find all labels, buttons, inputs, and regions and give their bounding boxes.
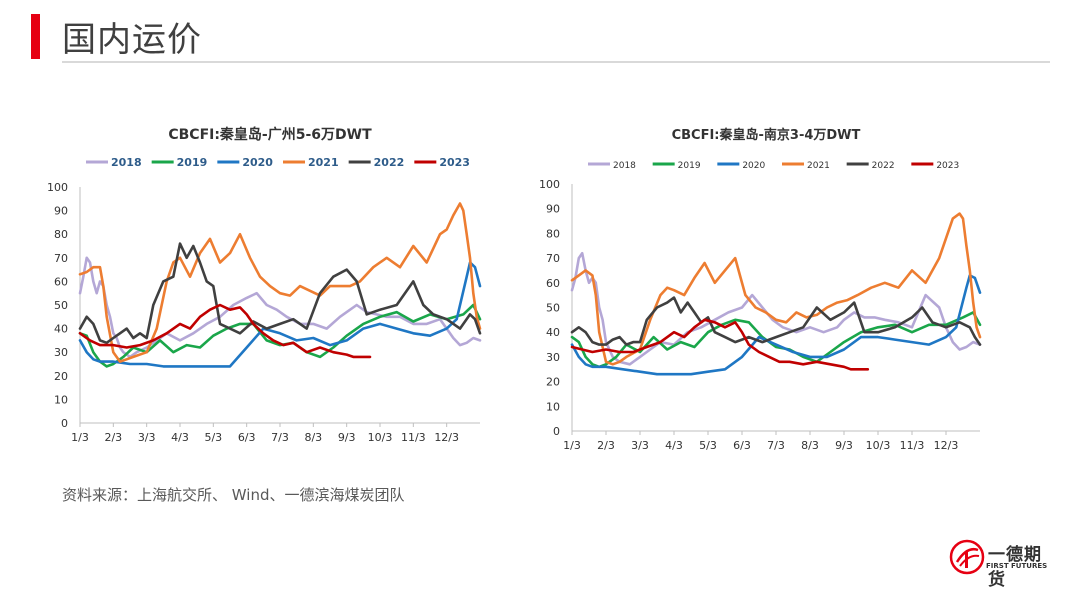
y-tick-label: 90 <box>546 203 560 216</box>
y-tick-label: 70 <box>54 252 68 265</box>
x-tick-label: 12/3 <box>934 439 959 450</box>
series-line-2020 <box>78 261 482 368</box>
series-line-2020 <box>570 274 982 376</box>
legend-label-2020: 2020 <box>242 156 273 169</box>
x-tick-label: 1/3 <box>563 439 581 450</box>
x-tick-label: 9/3 <box>835 439 853 450</box>
x-tick-label: 12/3 <box>434 431 459 444</box>
title-accent-bar <box>31 14 40 59</box>
title-divider <box>62 61 1050 63</box>
x-tick-label: 3/3 <box>138 431 156 444</box>
series-line-2021 <box>570 212 982 366</box>
legend-label-2022: 2022 <box>374 156 405 169</box>
chart-qhd-guangzhou: CBCFI:秦皇岛-广州5-6万DWT 2018 2019 2020 2021 2022… <box>40 118 500 450</box>
series-line-2018 <box>78 256 482 359</box>
x-tick-label: 10/3 <box>368 431 393 444</box>
x-tick-label: 3/3 <box>631 439 649 450</box>
y-tick-label: 50 <box>54 299 68 312</box>
y-tick-label: 40 <box>546 326 560 339</box>
y-tick-label: 50 <box>546 302 560 315</box>
legend-label-2021: 2021 <box>807 161 830 171</box>
y-tick-label: 40 <box>54 323 68 336</box>
x-tick-label: 9/3 <box>338 431 356 444</box>
y-tick-label: 80 <box>54 228 68 241</box>
legend-label-2021: 2021 <box>308 156 339 169</box>
x-tick-label: 2/3 <box>104 431 122 444</box>
x-tick-label: 10/3 <box>866 439 891 450</box>
legend-label-2019: 2019 <box>678 161 701 171</box>
x-tick-label: 1/3 <box>71 431 89 444</box>
y-tick-label: 20 <box>54 370 68 383</box>
y-tick-label: 60 <box>54 275 68 288</box>
x-tick-label: 6/3 <box>238 431 256 444</box>
x-tick-label: 8/3 <box>801 439 819 450</box>
y-tick-label: 90 <box>54 205 68 218</box>
series-line-2019 <box>78 303 482 368</box>
y-tick-label: 80 <box>546 227 560 240</box>
series-line-2022 <box>78 242 482 345</box>
chart-svg: 2018 2019 2020 2021 2022 2023 0 10 20 30 40 50 60 70 8… <box>539 161 982 452</box>
y-tick-label: 30 <box>54 346 68 359</box>
x-tick-label: 2/3 <box>597 439 615 450</box>
series-line-2021 <box>78 202 482 363</box>
chart-title: CBCFI:秦皇岛-广州5-6万DWT <box>168 127 372 143</box>
y-tick-label: 10 <box>54 393 68 406</box>
logo-mark-icon <box>949 539 985 575</box>
legend-label-2018: 2018 <box>111 156 142 169</box>
chart-svg: 2018 2019 2020 2021 2022 2023 0 10 20 30 40 50 60 70 8… <box>47 156 482 444</box>
y-tick-label: 20 <box>546 376 560 389</box>
logo-name: 一德期货 <box>988 545 1042 590</box>
x-tick-label: 7/3 <box>767 439 785 450</box>
y-tick-label: 30 <box>546 351 560 364</box>
x-tick-label: 11/3 <box>900 439 925 450</box>
y-tick-label: 0 <box>61 417 68 430</box>
y-tick-label: 0 <box>553 425 560 438</box>
y-tick-label: 10 <box>546 400 560 413</box>
x-tick-label: 5/3 <box>699 439 717 450</box>
x-tick-label: 11/3 <box>401 431 426 444</box>
legend-label-2019: 2019 <box>177 156 208 169</box>
chart-qhd-nanjing: CBCFI:秦皇岛-南京3-4万DWT 2018 2019 2020 2021 2022… <box>536 118 996 452</box>
legend-label-2022: 2022 <box>872 161 895 171</box>
series-line-2023 <box>570 318 870 371</box>
y-tick-label: 100 <box>539 178 560 191</box>
y-tick-label: 70 <box>546 252 560 265</box>
x-tick-label: 7/3 <box>271 431 289 444</box>
x-tick-label: 6/3 <box>733 439 751 450</box>
x-tick-label: 8/3 <box>304 431 322 444</box>
legend-label-2023: 2023 <box>439 156 470 169</box>
logo-english: FIRST FUTURES <box>986 562 1048 570</box>
y-tick-label: 100 <box>47 181 68 194</box>
series-line-2022 <box>570 296 982 346</box>
chart-title: CBCFI:秦皇岛-南京3-4万DWT <box>671 128 861 143</box>
x-tick-label: 5/3 <box>204 431 222 444</box>
legend-label-2020: 2020 <box>742 161 765 171</box>
source-note: 资料来源：上海航交所、 Wind、一德滨海煤炭团队 <box>62 486 405 504</box>
legend-label-2023: 2023 <box>936 161 959 171</box>
page-title: 国内运价 <box>62 20 202 60</box>
x-tick-label: 4/3 <box>665 439 683 450</box>
company-logo: 一德期货 FIRST FUTURES <box>948 538 1058 590</box>
x-tick-label: 4/3 <box>171 431 189 444</box>
y-tick-label: 60 <box>546 277 560 290</box>
legend-label-2018: 2018 <box>613 161 636 171</box>
series-line-2023 <box>78 303 372 359</box>
